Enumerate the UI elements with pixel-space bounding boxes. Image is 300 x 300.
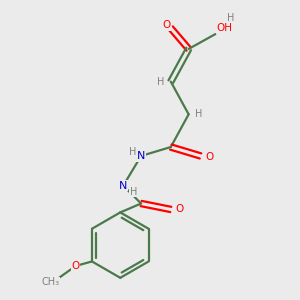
Text: OH: OH bbox=[216, 23, 232, 33]
Text: O: O bbox=[205, 152, 214, 162]
Text: O: O bbox=[72, 261, 80, 271]
Text: O: O bbox=[162, 20, 170, 30]
Text: O: O bbox=[175, 204, 183, 214]
Text: H: H bbox=[227, 13, 235, 23]
Text: H: H bbox=[129, 147, 136, 158]
Text: N: N bbox=[137, 151, 145, 161]
Text: H: H bbox=[195, 109, 203, 119]
Text: H: H bbox=[157, 76, 164, 87]
Text: N: N bbox=[119, 181, 128, 191]
Text: H: H bbox=[130, 187, 137, 196]
Text: CH₃: CH₃ bbox=[41, 277, 59, 287]
